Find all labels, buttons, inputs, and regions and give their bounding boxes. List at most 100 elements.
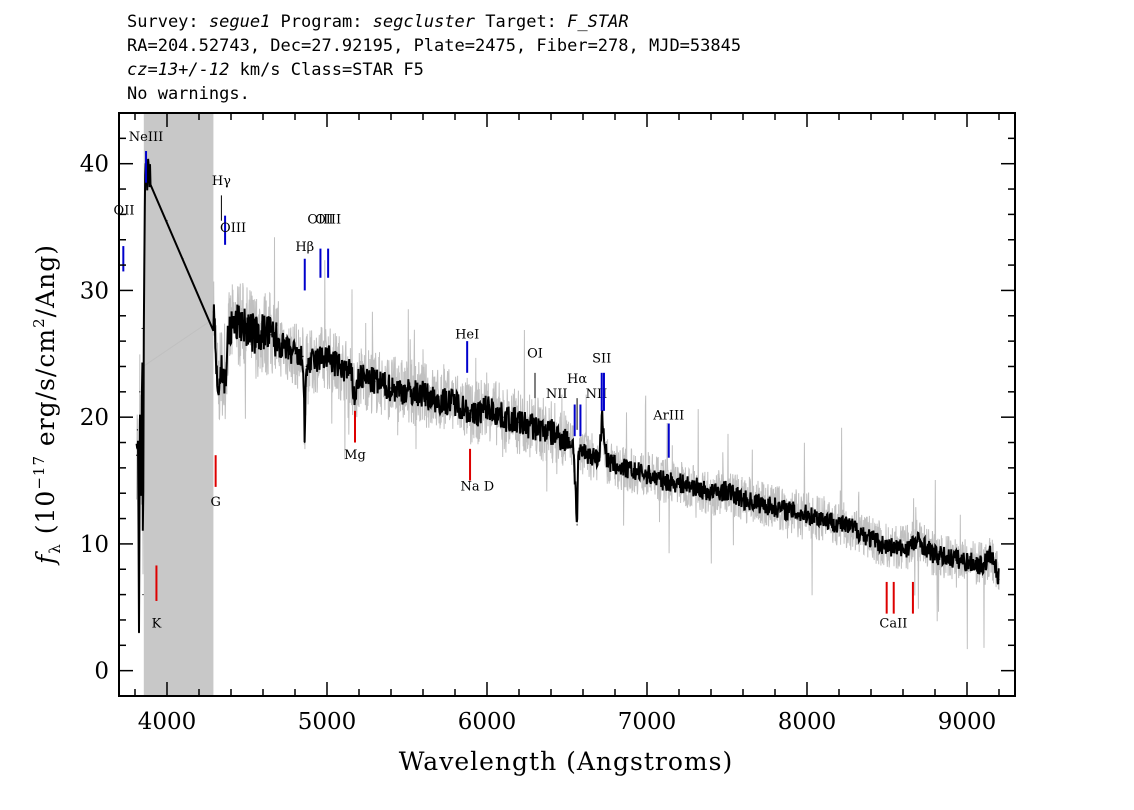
flux-point bbox=[646, 473, 648, 475]
absorption-line-label: G bbox=[210, 495, 220, 510]
axes-layer: 4000 5000 6000 7000 8000 9000 0 10 20 30 40 bbox=[80, 112, 1016, 735]
flux-point bbox=[305, 365, 307, 368]
flux-point bbox=[140, 492, 142, 494]
x-tick-label: 7000 bbox=[618, 709, 677, 735]
x-tick-label: 9000 bbox=[938, 709, 997, 735]
flux-point bbox=[582, 450, 584, 452]
redshift-value: cz=13+/-12 bbox=[127, 60, 230, 80]
program-name: segcluster bbox=[372, 12, 476, 32]
flux-point bbox=[790, 510, 792, 512]
flux-point bbox=[230, 327, 232, 330]
flux-point bbox=[678, 482, 680, 484]
flux-point bbox=[227, 340, 229, 342]
absorption-line-label: Mg bbox=[344, 448, 366, 463]
flux-point bbox=[572, 444, 575, 446]
flux-point bbox=[806, 514, 808, 516]
flux-point bbox=[774, 506, 776, 508]
flux-point bbox=[350, 372, 352, 374]
emission-line-label: Hβ bbox=[295, 240, 314, 255]
emission-line-label: OIII bbox=[220, 221, 246, 236]
flux-point bbox=[198, 296, 200, 298]
flux-point bbox=[262, 331, 264, 333]
flux-point bbox=[220, 365, 222, 368]
spectral-lines-layer: OIINeIIIHγOIIIHβOIIIOIIIHeIOINIIHαNIISII… bbox=[114, 130, 914, 632]
flux-point bbox=[246, 327, 248, 330]
plot-frame bbox=[118, 112, 1016, 697]
masked-region bbox=[143, 113, 214, 696]
flux-point bbox=[502, 416, 504, 418]
x-tick-label: 8000 bbox=[778, 709, 837, 735]
flux-point bbox=[141, 327, 143, 330]
flux-point bbox=[148, 179, 150, 181]
emission-line-label: OIII bbox=[315, 212, 341, 227]
flux-point bbox=[137, 448, 139, 450]
emission-line-label: OIII bbox=[307, 212, 333, 227]
header-coordinates-line: RA=204.52743, Dec=27.92195, Plate=2475, … bbox=[127, 36, 742, 56]
flux-point bbox=[577, 457, 579, 459]
flux-point bbox=[838, 523, 840, 525]
x-tick-label: 4000 bbox=[138, 709, 197, 735]
flux-point bbox=[998, 578, 1000, 581]
flux-point bbox=[598, 458, 600, 460]
flux-point bbox=[358, 376, 360, 378]
flux-point bbox=[662, 479, 664, 482]
flux-point bbox=[934, 554, 936, 556]
flux-point bbox=[470, 416, 472, 418]
flux-point bbox=[950, 557, 952, 559]
header-warnings-line: No warnings. bbox=[127, 84, 250, 104]
flux-point bbox=[304, 441, 306, 444]
flux-point bbox=[138, 632, 140, 634]
flux-point bbox=[182, 258, 184, 260]
emission-line-label: NeIII bbox=[129, 130, 163, 145]
flux-point bbox=[576, 524, 578, 526]
flux-point bbox=[486, 406, 488, 408]
flux-point bbox=[270, 334, 272, 336]
flux-point bbox=[390, 387, 392, 389]
flux-point bbox=[144, 201, 146, 203]
flux-point bbox=[468, 410, 470, 412]
flux-point bbox=[278, 343, 280, 345]
flux-point bbox=[726, 490, 728, 492]
flux-point bbox=[326, 355, 328, 357]
flux-point bbox=[982, 564, 984, 567]
flux-point bbox=[147, 173, 149, 175]
y-tick-label: 20 bbox=[80, 405, 109, 431]
flux-point bbox=[966, 561, 968, 563]
masked-region-layer bbox=[143, 113, 214, 696]
header-redshift-line: cz=13+/-12 km/s Class=STAR F5 bbox=[127, 60, 424, 80]
flux-point bbox=[150, 185, 152, 188]
flux-point bbox=[694, 486, 696, 488]
emission-line-label: SII bbox=[592, 352, 611, 367]
absorption-line-label: K bbox=[152, 617, 162, 632]
flux-point bbox=[166, 220, 168, 222]
flux-point bbox=[406, 391, 408, 393]
flux-point bbox=[534, 426, 536, 428]
flux-point bbox=[902, 548, 904, 550]
flux-line bbox=[135, 158, 1000, 633]
emission-line-label: OII bbox=[114, 203, 135, 218]
flux-point bbox=[630, 469, 632, 472]
flux-point bbox=[342, 368, 344, 370]
flux-point bbox=[353, 397, 356, 399]
flux-point bbox=[238, 321, 240, 323]
flux-point bbox=[454, 401, 456, 403]
target-name: F_STAR bbox=[567, 12, 629, 32]
spectrum-header: Survey: segue1 Program: segcluster Targe… bbox=[127, 10, 741, 106]
emission-line-label: ArIII bbox=[652, 409, 684, 424]
flux-point bbox=[294, 353, 296, 355]
flux-point bbox=[139, 391, 141, 393]
flux-point bbox=[374, 381, 376, 383]
absorption-line-label: Na D bbox=[461, 480, 495, 495]
flux-point bbox=[854, 528, 856, 530]
flux-point bbox=[606, 460, 608, 463]
flux-point bbox=[136, 454, 138, 456]
flux-point bbox=[136, 429, 138, 431]
flux-layer bbox=[135, 158, 1000, 634]
flux-point bbox=[614, 464, 616, 466]
y-tick-label: 40 bbox=[80, 152, 109, 178]
y-tick-label: 30 bbox=[80, 278, 109, 304]
flux-point bbox=[214, 340, 216, 342]
x-tick-label: 6000 bbox=[458, 709, 517, 735]
flux-point bbox=[742, 498, 744, 501]
flux-point bbox=[140, 441, 142, 444]
